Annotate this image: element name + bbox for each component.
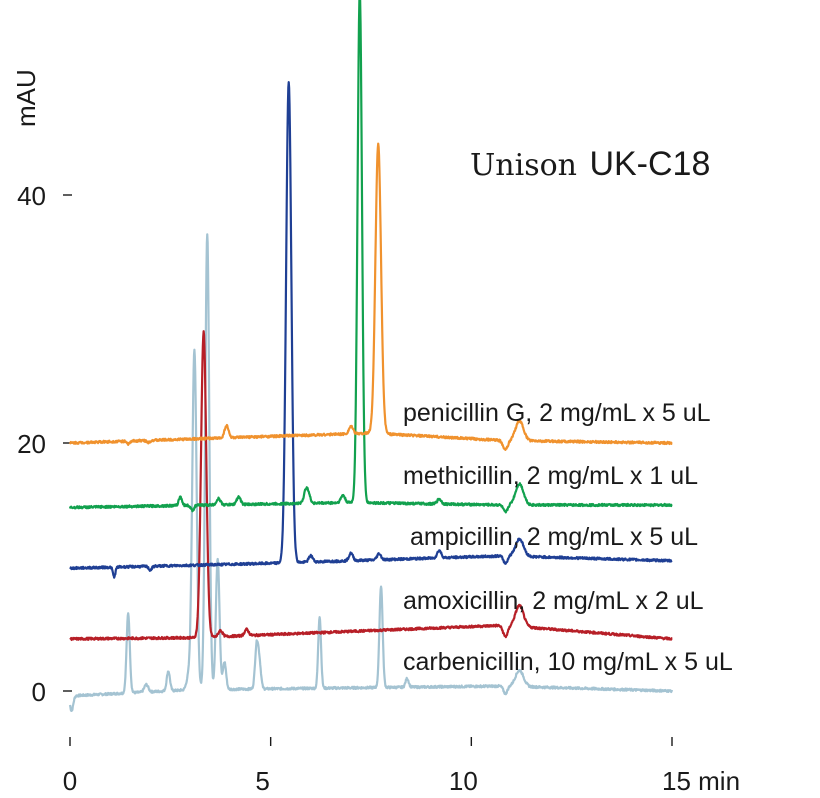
trace-carbenicillin <box>68 233 674 712</box>
y-tick-label: 20 <box>17 429 46 459</box>
column-model: UK-C18 <box>589 145 710 183</box>
chromatogram-traces <box>68 0 674 712</box>
series-labels: penicillin G, 2 mg/mL x 5 uL methicillin,… <box>403 399 733 676</box>
x-tick-label: 0 <box>63 766 77 796</box>
x-tick-label: 5 <box>255 766 269 796</box>
trace-ampicillin <box>69 81 673 579</box>
y-tick-label: 0 <box>32 677 46 707</box>
trace-amoxicillin <box>69 330 673 642</box>
series-label: methicillin, 2 mg/mL x 1 uL <box>403 462 698 490</box>
y-axis-label: mAU <box>11 69 41 127</box>
series-label: ampicillin, 2 mg/mL x 5 uL <box>410 523 698 551</box>
trace-penicillin-g <box>69 142 673 451</box>
brand-name: Unison <box>470 148 577 183</box>
column-brand-annotation: Unison UK-C18 <box>470 145 710 183</box>
trace-methicillin <box>68 0 673 514</box>
y-axis: 0 20 40 <box>17 181 72 707</box>
x-tick-label: 10 <box>449 766 478 796</box>
series-label: carbenicillin, 10 mg/mL x 5 uL <box>403 648 733 676</box>
series-label: amoxicillin, 2 mg/mL x 2 uL <box>403 587 704 615</box>
y-tick-label: 40 <box>17 181 46 211</box>
series-label: penicillin G, 2 mg/mL x 5 uL <box>403 399 711 427</box>
x-axis: 0 5 10 15 min <box>63 737 740 796</box>
x-tick-label: 15 min <box>662 766 740 796</box>
